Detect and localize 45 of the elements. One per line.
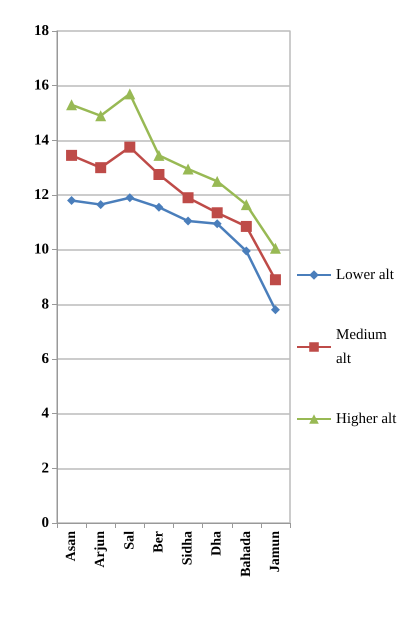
- point: [125, 193, 134, 202]
- point: [67, 196, 76, 205]
- point: [153, 150, 164, 161]
- point: [66, 99, 78, 110]
- legend-label: Medium alt: [336, 327, 391, 367]
- point: [95, 110, 106, 122]
- x-tick-label: Dha: [210, 531, 225, 556]
- y-tick-label: 12: [34, 187, 49, 203]
- point: [184, 216, 193, 226]
- x-tick-label: Asan: [64, 530, 80, 562]
- x-tick-label: Arjun: [93, 530, 108, 568]
- y-tick-label: 8: [42, 296, 49, 312]
- point: [212, 207, 223, 218]
- y-tick-label: 4: [42, 406, 50, 422]
- point: [240, 199, 252, 210]
- y-tick-label: 2: [42, 460, 49, 476]
- x-tick-label: Sidha: [180, 531, 196, 566]
- point: [154, 202, 164, 212]
- point: [66, 150, 78, 161]
- point: [124, 142, 136, 153]
- point: [242, 246, 251, 256]
- point: [270, 274, 281, 286]
- point: [153, 169, 164, 180]
- y-tick-label: 10: [34, 242, 49, 258]
- point: [182, 192, 194, 204]
- y-tick-label: 14: [34, 132, 50, 148]
- point: [212, 176, 223, 187]
- x-tick-label: Sal: [122, 530, 138, 550]
- y-tick-label: 0: [42, 515, 49, 531]
- point: [95, 162, 106, 174]
- x-tick-label: Jamun: [268, 530, 283, 572]
- point: [270, 305, 280, 314]
- legend-label: Higher alt: [336, 411, 398, 427]
- point: [212, 219, 222, 228]
- point: [96, 200, 106, 210]
- point: [182, 164, 194, 175]
- point: [270, 242, 281, 254]
- x-tick-label: Ber: [151, 531, 166, 553]
- y-tick-label: 6: [42, 351, 50, 367]
- legend-label: Lower alt: [336, 267, 395, 283]
- y-tick-label: 16: [34, 78, 50, 94]
- point: [240, 220, 252, 232]
- y-tick-label: 18: [34, 23, 49, 39]
- x-tick-label: Bahada: [238, 531, 254, 577]
- point: [124, 88, 136, 100]
